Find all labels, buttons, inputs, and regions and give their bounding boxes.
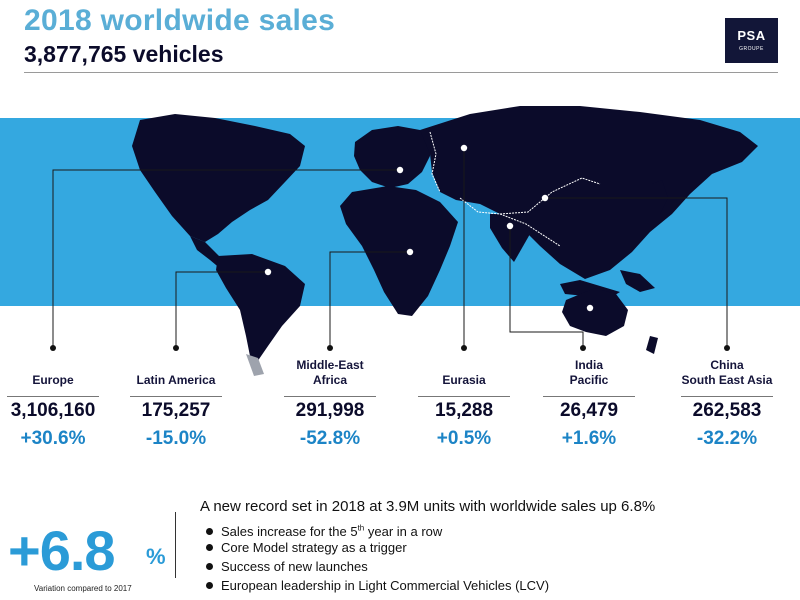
bullet-item: Sales increase for the 5th year in a row bbox=[206, 519, 549, 540]
bullet-dot-icon bbox=[206, 544, 213, 551]
bullet-item: European leadership in Light Commercial … bbox=[206, 576, 549, 595]
bullet-dot-icon bbox=[206, 563, 213, 570]
africa bbox=[340, 186, 458, 316]
region-sales: 262,583 bbox=[692, 400, 762, 421]
logo-tagline: GROUPE bbox=[739, 46, 764, 52]
title-divider bbox=[24, 72, 778, 73]
north-america bbox=[132, 114, 305, 242]
growth-figure: +6.8 bbox=[8, 519, 116, 582]
psa-logo: PSA GROUPE bbox=[725, 18, 778, 63]
total-vehicles: 3,877,765 vehicles bbox=[24, 41, 224, 67]
region-name: Middle-East Africa bbox=[296, 358, 364, 387]
region-variation: -15.0% bbox=[145, 428, 207, 449]
region-sales: 3,106,160 bbox=[10, 400, 96, 421]
bullet-item: Core Model strategy as a trigger bbox=[206, 538, 549, 557]
japan bbox=[652, 180, 668, 214]
bullet-dot-icon bbox=[206, 582, 213, 589]
new-guinea bbox=[620, 270, 655, 292]
region-sales: 175,257 bbox=[141, 400, 211, 421]
bullet-text: Core Model strategy as a trigger bbox=[221, 540, 407, 555]
bullet-text: European leadership in Light Commercial … bbox=[221, 578, 550, 593]
summary-bullets: Sales increase for the 5th year in a row… bbox=[206, 519, 549, 595]
bullet-item: Success of new launches bbox=[206, 557, 549, 576]
region-name: India Pacific bbox=[569, 358, 609, 387]
central-america bbox=[190, 236, 225, 270]
new-zealand bbox=[646, 336, 658, 354]
growth-unit: % bbox=[146, 544, 166, 569]
south-america bbox=[216, 254, 305, 362]
region-variation: +30.6% bbox=[20, 428, 86, 449]
region-name: Eurasia bbox=[442, 373, 486, 387]
variation-note: Variation compared to 2017 bbox=[34, 584, 132, 593]
summary-headline: A new record set in 2018 at 3.9M units w… bbox=[200, 498, 656, 515]
region-name: Latin America bbox=[136, 373, 216, 387]
bullet-dot-icon bbox=[206, 528, 213, 536]
region-sales: 26,479 bbox=[559, 400, 619, 421]
bullet-text: Sales increase for the 5th year in a row bbox=[221, 524, 443, 540]
arctic-islands bbox=[175, 90, 265, 114]
page-title: 2018 worldwide sales bbox=[24, 4, 336, 37]
region-variation: -52.8% bbox=[299, 428, 361, 449]
region-variation: -32.2% bbox=[696, 428, 758, 449]
region-variation: +1.6% bbox=[561, 428, 617, 449]
summary-divider bbox=[175, 512, 176, 578]
world-map bbox=[50, 80, 758, 376]
region-sales: 291,998 bbox=[295, 400, 365, 421]
australia bbox=[562, 288, 628, 336]
greenland bbox=[290, 80, 370, 112]
asia bbox=[420, 106, 758, 279]
region-name: China South East Asia bbox=[681, 358, 773, 387]
region-variation: +0.5% bbox=[436, 428, 492, 449]
region-name: Europe bbox=[32, 373, 74, 387]
region-sales: 15,288 bbox=[434, 400, 494, 421]
south-america-tip bbox=[246, 354, 264, 376]
logo-text: PSA bbox=[737, 28, 766, 43]
europe bbox=[354, 126, 432, 188]
bullet-text: Success of new launches bbox=[221, 559, 368, 574]
